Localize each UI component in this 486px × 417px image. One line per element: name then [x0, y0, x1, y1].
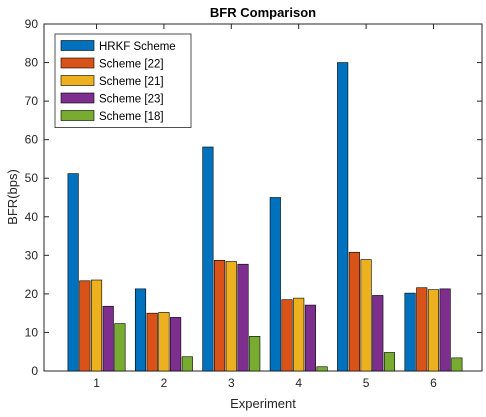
bar-3-exp-6 [427, 289, 440, 372]
x-tick-label: 6 [430, 376, 437, 390]
legend-label: Scheme [23] [99, 94, 164, 106]
legend-swatch [60, 110, 95, 121]
bar-2-exp-4 [281, 299, 293, 372]
y-tick-label: 80 [25, 56, 39, 70]
bar-2-exp-3 [214, 260, 226, 372]
y-tick-label: 30 [25, 248, 39, 262]
x-tick-label: 2 [161, 376, 168, 390]
legend-label: Scheme [22] [99, 59, 164, 71]
bar-3-exp-5 [360, 259, 372, 372]
chart-title: BFR Comparison [210, 5, 316, 20]
legend-swatch [60, 57, 95, 69]
bar-1-exp-6 [404, 292, 416, 372]
bar-5-exp-1 [114, 323, 126, 372]
legend-label: Scheme [21] [99, 76, 164, 88]
bar-4-exp-5 [372, 295, 384, 372]
bar-5-exp-5 [383, 352, 396, 372]
y-tick-label: 20 [25, 287, 39, 301]
x-tick-label: 4 [295, 376, 302, 390]
y-axis: 0 10 20 30 40 50 60 70 80 90 [25, 17, 482, 378]
bar-4-exp-3 [237, 263, 249, 372]
bar-5-exp-2 [181, 356, 193, 372]
bar-4-exp-4 [304, 304, 316, 372]
y-tick-label: 50 [25, 171, 39, 185]
bar-5-exp-3 [249, 335, 261, 372]
y-tick-label: 10 [25, 325, 39, 339]
y-tick-label: 40 [25, 210, 39, 224]
bars [67, 62, 463, 372]
legend: HRKF Scheme Scheme [22] Scheme [21] Scheme … [54, 33, 192, 128]
y-tick-label: 60 [25, 133, 39, 147]
bar-3-exp-4 [293, 297, 305, 372]
legend-swatch [60, 92, 95, 104]
legend-swatch [60, 75, 95, 86]
legend-swatch [60, 40, 95, 51]
y-axis-label: BFR(bps) [5, 169, 20, 225]
legend-label: Scheme [18] [99, 111, 164, 123]
bar-3-exp-1 [90, 279, 103, 372]
bar-1-exp-2 [134, 288, 147, 372]
bar-4-exp-6 [439, 288, 451, 372]
bar-2-exp-5 [348, 251, 360, 372]
bar-5-exp-4 [316, 366, 328, 372]
bar-1-exp-1 [67, 173, 79, 372]
bar-3-exp-3 [225, 261, 237, 372]
bar-2-exp-1 [79, 280, 91, 372]
bar-5-exp-6 [451, 357, 463, 372]
bar-1-exp-3 [202, 146, 214, 372]
bar-1-exp-4 [269, 197, 281, 372]
bar-4-exp-2 [170, 317, 182, 372]
y-tick-label: 70 [25, 94, 39, 108]
bar-2-exp-2 [146, 312, 158, 372]
bar-4-exp-1 [102, 305, 114, 372]
legend-label: HRKF Scheme [99, 41, 176, 53]
x-tick-label: 5 [363, 376, 370, 390]
x-axis-label: Experiment [230, 396, 296, 411]
bar-2-exp-6 [416, 287, 428, 372]
x-tick-label: 3 [228, 376, 235, 390]
x-tick-label: 1 [93, 376, 100, 390]
bar-3-exp-2 [158, 312, 170, 372]
bar-1-exp-5 [337, 62, 349, 372]
y-tick-label: 0 [31, 364, 38, 378]
y-tick-label: 90 [25, 17, 39, 31]
